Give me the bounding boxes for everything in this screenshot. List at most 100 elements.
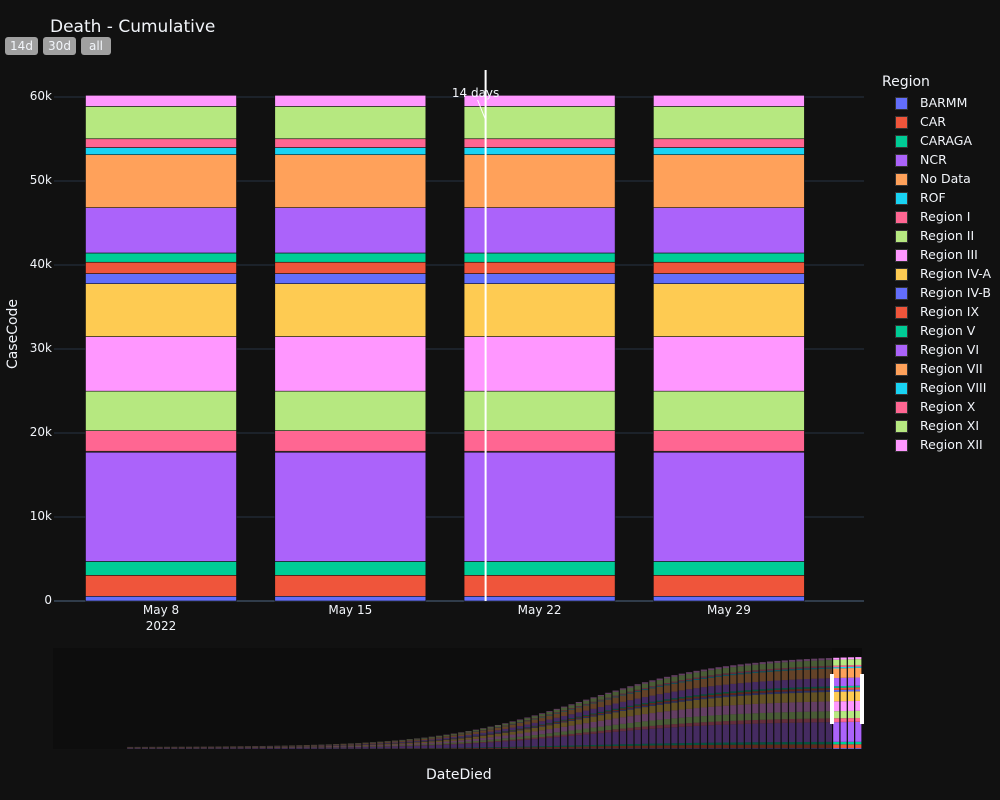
range-slider-bar <box>531 747 538 749</box>
range-slider-bar <box>781 669 788 671</box>
range-slider-handle-right[interactable] <box>860 674 864 724</box>
legend-item[interactable]: CARAGA <box>882 132 972 151</box>
range-slider-bar <box>553 732 560 736</box>
range-slider-bar <box>840 748 847 749</box>
range-slider-bar <box>546 729 553 734</box>
legend-swatch <box>895 192 908 205</box>
range-slider-bar <box>715 721 722 725</box>
range-slider-bar <box>811 669 818 679</box>
legend-item[interactable]: Region IV-B <box>882 284 991 303</box>
legend-item[interactable]: NCR <box>882 151 947 170</box>
legend-item[interactable]: Region IV-A <box>882 265 991 284</box>
legend-item[interactable]: BARMM <box>882 94 967 113</box>
range-slider-bar <box>561 722 568 727</box>
range-slider-bar <box>737 695 744 705</box>
range-slider-bar <box>708 715 715 722</box>
legend-item[interactable]: Region X <box>882 398 975 417</box>
range-slider-bar <box>436 743 443 745</box>
legend-item[interactable]: Region VII <box>882 360 983 379</box>
range-slider-bar <box>700 699 707 708</box>
range-slider-bar <box>811 658 818 661</box>
legend-item[interactable]: Region II <box>882 227 974 246</box>
range-slider-bar <box>619 723 627 729</box>
legend-item[interactable]: ROF <box>882 189 946 208</box>
range-slider-bar <box>590 744 597 747</box>
range-slider-bar <box>686 717 693 724</box>
range-slider-bar <box>619 709 627 711</box>
y-tick-label: 0 <box>44 593 52 607</box>
range-slider-bar <box>722 742 730 745</box>
range-slider-bar <box>855 689 862 692</box>
range-slider-handle-left[interactable] <box>830 674 834 724</box>
range-slider-bar <box>494 733 502 737</box>
range-slider-bar <box>656 748 663 749</box>
range-slider-bar <box>774 671 781 681</box>
range-slider-bar <box>678 697 685 699</box>
range-slider-bar <box>516 740 524 747</box>
range-slider-bar <box>664 692 671 700</box>
range-slider-bar <box>193 748 200 749</box>
legend-item[interactable]: CAR <box>882 113 946 132</box>
range-slider-bar <box>546 723 553 725</box>
range-slider-bar <box>347 747 354 749</box>
range-slider-bar <box>215 748 222 749</box>
range-slider-bar <box>833 718 840 722</box>
range-slider-bar <box>575 729 582 734</box>
range-slider-bar <box>487 741 494 743</box>
range-slider-bar <box>524 738 531 740</box>
range-slider-bar <box>377 745 384 746</box>
bar-segment <box>274 430 427 452</box>
range-slider-bar <box>708 675 715 677</box>
range-slider-bar <box>627 693 634 701</box>
range-slider-bar <box>597 711 604 713</box>
range-slider-bar <box>384 742 391 743</box>
range-slider-bar <box>627 716 634 723</box>
range-slider-bar <box>553 713 560 718</box>
legend-item[interactable]: Region III <box>882 246 978 265</box>
range-button-all[interactable]: all <box>81 37 111 55</box>
range-slider-bar <box>531 731 538 736</box>
range-slider-bar <box>708 748 715 749</box>
range-slider-bar <box>671 718 678 725</box>
legend-item[interactable]: Region VI <box>882 341 979 360</box>
range-slider-bar <box>539 714 546 717</box>
range-slider-bar <box>627 727 634 731</box>
legend-item[interactable]: No Data <box>882 170 971 189</box>
bar-segment <box>274 95 427 107</box>
range-slider-bar <box>752 689 759 692</box>
range-slider-bar <box>693 726 700 743</box>
bar-segment <box>85 273 237 284</box>
range-slider-bar <box>436 742 443 744</box>
range-slider-bar <box>855 691 862 701</box>
range-slider-bar <box>649 743 656 746</box>
range-slider-bar <box>340 744 347 745</box>
range-slider-bar <box>796 722 803 742</box>
legend-item[interactable]: Region XI <box>882 417 979 436</box>
range-slider-bar <box>612 695 619 697</box>
range-slider-bar <box>333 744 340 746</box>
range-slider-bar <box>546 719 553 723</box>
range-slider-bar <box>825 658 832 661</box>
range-slider-bar <box>347 744 354 746</box>
range-slider-bar <box>803 748 810 749</box>
range-button-30d[interactable]: 30d <box>43 37 76 55</box>
range-slider-bar <box>539 736 546 739</box>
range-slider-bar <box>641 687 649 690</box>
range-slider-bar <box>524 727 531 729</box>
range-slider-bar <box>693 695 700 697</box>
legend-item[interactable]: Region IX <box>882 303 979 322</box>
range-slider-bar <box>531 718 538 719</box>
range-slider-bar <box>686 697 693 700</box>
legend-item[interactable]: Region VIII <box>882 379 986 398</box>
range-slider-bar <box>634 743 641 746</box>
range-slider-bar <box>855 718 862 722</box>
range-slider-bar <box>722 692 730 694</box>
range-slider-bar <box>759 703 766 713</box>
range-slider-bar <box>325 747 332 749</box>
legend-item[interactable]: Region XII <box>882 436 983 455</box>
range-slider-bar <box>715 742 722 745</box>
range-button-14d[interactable]: 14d <box>5 37 38 55</box>
legend-item[interactable]: Region V <box>882 322 975 341</box>
legend-item[interactable]: Region I <box>882 208 970 227</box>
